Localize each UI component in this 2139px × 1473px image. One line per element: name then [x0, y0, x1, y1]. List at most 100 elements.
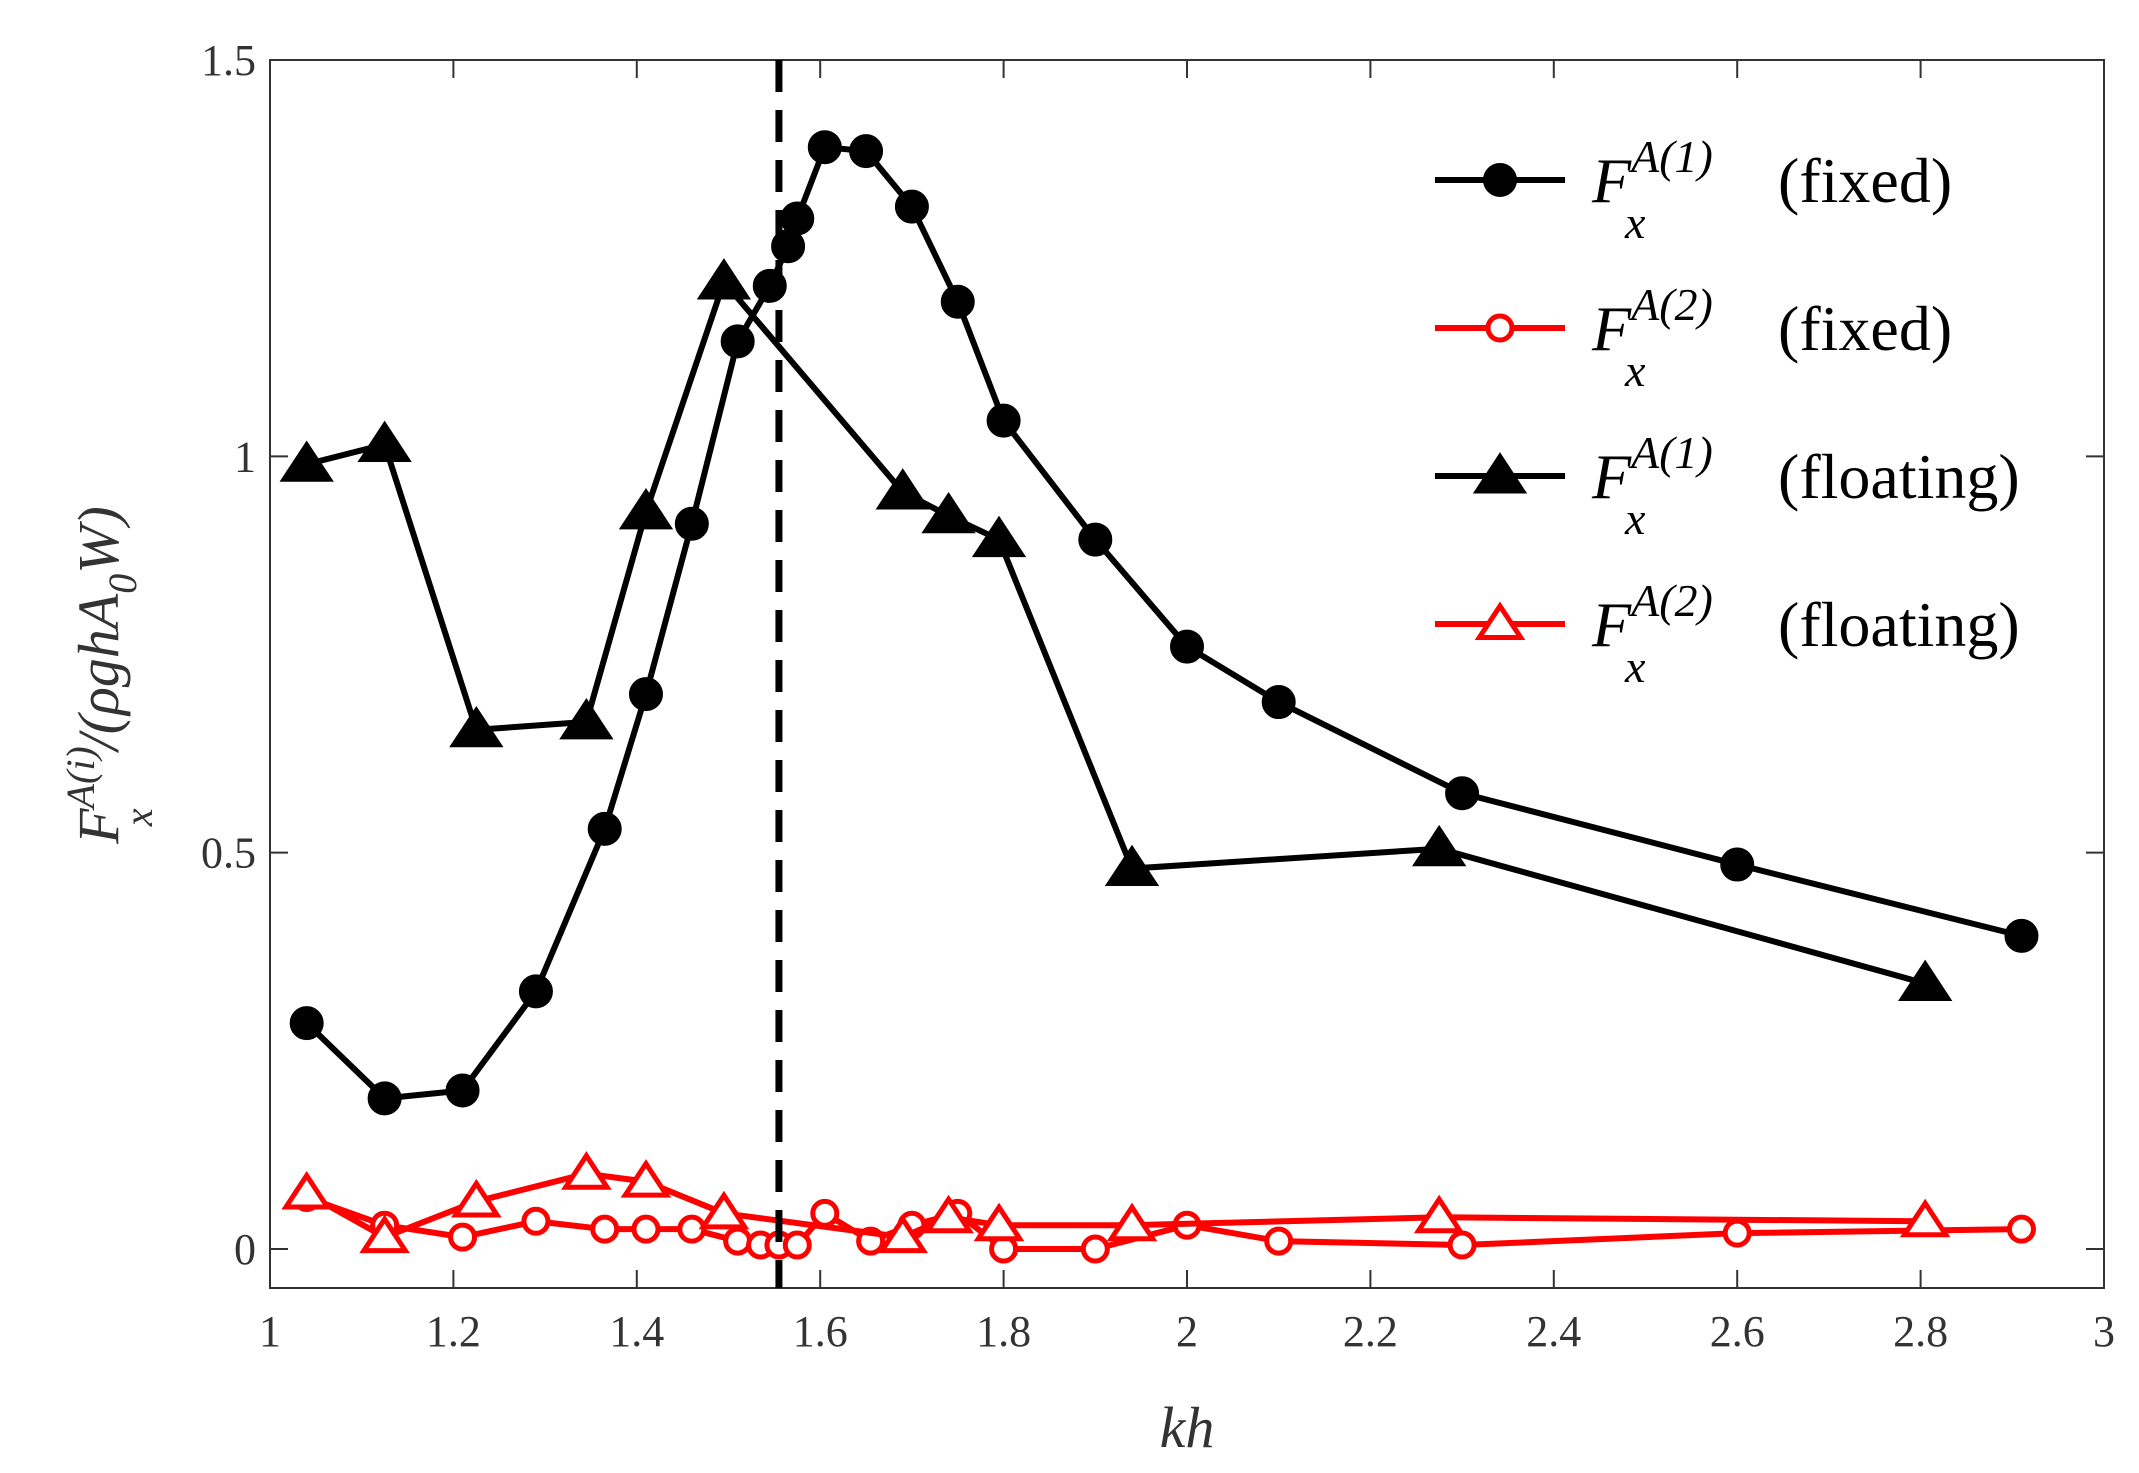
x-tick-label: 1.6 [793, 1307, 848, 1356]
data-point [590, 1214, 620, 1244]
legend-main: F [1591, 589, 1632, 660]
legend-main: F [1591, 293, 1632, 364]
data-point [620, 1159, 672, 1198]
data-point [810, 1198, 840, 1228]
data-point [357, 420, 412, 462]
legend-marker [1472, 452, 1528, 494]
data-point [877, 1214, 929, 1254]
series-line [305, 1194, 2022, 1252]
x-tick-label: 2.2 [1343, 1307, 1398, 1356]
legend-label: FA(2) x (floating) [1591, 575, 2020, 692]
svg-text:FA(i)x/(ρghA0W): FA(i) x /(ρghA0W) [58, 506, 161, 845]
data-point [1722, 1218, 1752, 1248]
data-point [559, 698, 614, 740]
legend-sub: x [1624, 641, 1646, 692]
data-point [674, 506, 709, 541]
y-title-sub: x [116, 808, 161, 827]
legend-entry: FA(2) x (fixed) [1435, 279, 1952, 396]
x-tick-label: 1.8 [976, 1307, 1031, 1356]
data-point [281, 1170, 333, 1210]
legend-sub: x [1624, 493, 1646, 544]
data-point [518, 974, 553, 1009]
data-point [2004, 918, 2039, 953]
legend-marker [1474, 601, 1526, 640]
data-point [450, 1178, 502, 1218]
y-title-open: /( [66, 711, 131, 753]
legend: FA(1) x(fixed)FA(2) x(fixed)FA(1) x(floatin… [1435, 131, 2020, 692]
data-point [1261, 685, 1296, 720]
data-point [894, 189, 929, 224]
ticks-layer: 1 1.2 1.4 1.6 1.8 2 2.2 2.4 2.6 2.8 3 0 0.5 1 1.5 [201, 36, 2115, 1356]
data-point [618, 487, 674, 530]
legend-entry: FA(1) x (floating) [1435, 427, 2020, 544]
legend-label: FA(1) x (fixed) [1591, 131, 1952, 248]
y-axis-title: FA(i) x /(ρghA0W) [58, 506, 161, 845]
legend-sup: A(1) [1628, 427, 1713, 478]
x-axis-title: kh [1160, 1395, 1215, 1460]
legend-entry: FA(2) x (floating) [1435, 575, 2020, 692]
series-layer [279, 130, 2039, 1264]
data-point [1898, 959, 1953, 1001]
data-point [782, 1230, 812, 1260]
data-point [1720, 847, 1755, 882]
x-tick-label: 1 [259, 1307, 281, 1356]
data-point [561, 1151, 612, 1190]
x-tick-label: 2.4 [1526, 1307, 1581, 1356]
data-point [1170, 629, 1204, 664]
legend-main: F [1591, 145, 1632, 216]
data-point [1080, 1234, 1110, 1264]
y-tick-label: 0 [234, 1225, 256, 1274]
data-point [359, 1214, 410, 1254]
data-point [923, 1194, 974, 1234]
x-tick-label: 1.4 [609, 1307, 664, 1356]
data-point [973, 1202, 1025, 1242]
data-point [986, 403, 1021, 438]
data-point [807, 130, 842, 165]
x-tick-label: 1.2 [426, 1307, 481, 1356]
data-point [723, 1226, 753, 1256]
y-title-sub2: 0 [100, 574, 145, 594]
data-point [521, 1206, 551, 1236]
data-point [587, 811, 622, 846]
series-1 [289, 130, 2039, 1116]
legend-suffix: (floating) [1778, 589, 2020, 660]
data-point [1445, 776, 1480, 811]
legend-suffix: (fixed) [1778, 293, 1952, 364]
data-point [628, 677, 663, 712]
legend-marker [1483, 163, 1517, 197]
data-point [1104, 844, 1160, 887]
data-point [971, 515, 1027, 558]
plot-frame [269, 59, 2105, 1289]
data-point [1412, 824, 1467, 867]
data-point [1106, 1202, 1158, 1242]
data-point [2006, 1214, 2036, 1244]
data-point [780, 201, 815, 236]
legend-sup: A(2) [1628, 575, 1713, 626]
data-point [1899, 1198, 1951, 1238]
data-point [367, 1081, 402, 1116]
data-point [279, 440, 334, 482]
data-point [1413, 1194, 1465, 1234]
legend-sup: A(1) [1628, 131, 1713, 182]
data-point [1078, 522, 1113, 557]
legend-marker [1485, 313, 1515, 343]
y-tick-label: 0.5 [201, 829, 256, 878]
x-tick-label: 2.6 [1710, 1307, 1765, 1356]
series-line [305, 278, 1926, 987]
legend-sub: x [1624, 197, 1646, 248]
data-point [1447, 1230, 1477, 1260]
data-point [849, 134, 884, 169]
data-point [698, 1190, 750, 1230]
data-point [875, 468, 930, 510]
y-title-mid: ρghA [66, 593, 131, 717]
legend-entry: FA(1) x (fixed) [1435, 131, 1952, 248]
y-title-main: F [66, 808, 131, 845]
data-point [289, 1006, 324, 1041]
legend-main: F [1591, 441, 1632, 512]
series-line [304, 144, 2023, 1102]
legend-suffix: (fixed) [1778, 145, 1952, 216]
data-point [448, 1222, 478, 1252]
data-point [921, 491, 976, 534]
